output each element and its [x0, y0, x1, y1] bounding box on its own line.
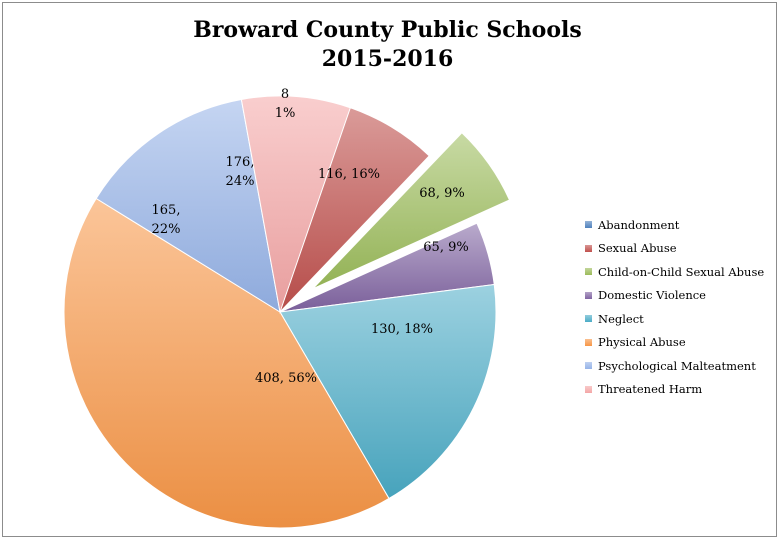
legend-item-domestic-violence: Domestic Violence — [585, 284, 764, 308]
pie-slice-child-on-child-sexual-abuse — [312, 132, 511, 290]
pie-slice-psychological-malteatment — [95, 98, 281, 314]
legend-swatch — [585, 268, 592, 276]
data-label-neglect: 130, 18% — [371, 322, 433, 337]
legend-swatch — [585, 244, 592, 252]
legend-item-physical-abuse: Physical Abuse — [585, 331, 764, 355]
data-label-threatened-harm: 176, 24% — [226, 155, 255, 189]
legend-swatch — [585, 362, 592, 370]
pie-slice-neglect — [279, 283, 497, 500]
data-label-domestic-violence: 65, 9% — [423, 240, 468, 255]
chart-title-line-1: Broward County Public Schools — [193, 17, 582, 43]
legend-label: Child-on-Child Sexual Abuse — [598, 264, 765, 279]
legend-item-psychological-malteatment: Psychological Malteatment — [585, 354, 764, 378]
data-label-child-on-child-sexual-abuse: 68, 9% — [419, 186, 464, 201]
legend-swatch — [585, 315, 592, 323]
legend-label: Sexual Abuse — [598, 241, 677, 256]
data-label-psychological-malteatment: 165, 22% — [152, 203, 181, 237]
chart-title: Broward County Public Schools 2015-2016 — [0, 16, 775, 74]
chart-title-line-2: 2015-2016 — [321, 46, 454, 72]
legend-item-neglect: Neglect — [585, 307, 764, 331]
pie-slice-threatened-harm — [240, 95, 351, 314]
legend-swatch — [585, 291, 592, 299]
legend-item-sexual-abuse: Sexual Abuse — [585, 237, 764, 261]
data-label-sexual-abuse: 116, 16% — [318, 167, 380, 182]
legend-swatch — [585, 338, 592, 346]
legend-item-threatened-harm: Threatened Harm — [585, 378, 764, 402]
legend-label: Abandonment — [598, 217, 680, 232]
legend-label: Neglect — [598, 311, 644, 326]
legend: Abandonment Sexual Abuse Child-on-Child Se… — [585, 213, 764, 401]
legend-item-child-on-child-sexual-abuse: Child-on-Child Sexual Abuse — [585, 260, 764, 284]
legend-label: Domestic Violence — [598, 288, 706, 303]
legend-swatch — [585, 385, 592, 393]
legend-label: Physical Abuse — [598, 335, 686, 350]
legend-item-abandonment: Abandonment — [585, 213, 764, 237]
legend-label: Threatened Harm — [598, 382, 703, 397]
legend-label: Psychological Malteatment — [598, 358, 756, 373]
pie-slice-physical-abuse — [63, 197, 390, 529]
data-label-abandonment: 8 1% — [275, 87, 296, 121]
data-label-physical-abuse: 408, 56% — [255, 371, 317, 386]
legend-swatch — [585, 221, 592, 229]
